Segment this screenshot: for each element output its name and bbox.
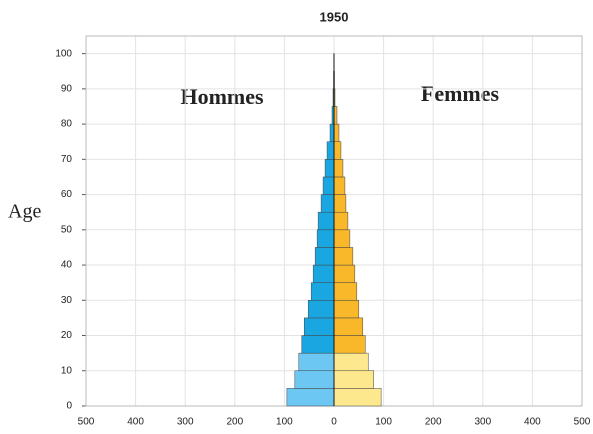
bar (301, 335, 335, 354)
bar (298, 352, 335, 372)
y-tick-label: 30 (61, 295, 73, 306)
bar (314, 247, 335, 266)
bar (286, 388, 335, 407)
bar (333, 123, 340, 142)
y-tick-label: 70 (61, 154, 73, 165)
annotation: Hommes (180, 84, 264, 109)
bar (320, 194, 335, 213)
bar (317, 211, 335, 231)
bar (333, 352, 369, 372)
x-tick-label: 100 (276, 417, 293, 428)
x-tick-label: 400 (127, 417, 144, 428)
bar (333, 194, 347, 213)
y-axis-label: Age (8, 201, 41, 223)
x-tick-label: 100 (375, 417, 392, 428)
y-tick-label: 50 (61, 224, 73, 235)
x-tick-label: 200 (425, 417, 442, 428)
bar (333, 229, 351, 248)
bar (307, 300, 335, 319)
y-tick-label: 100 (55, 48, 72, 59)
bar (333, 317, 364, 336)
x-tick-label: 400 (524, 417, 541, 428)
y-tick-label: 10 (61, 365, 73, 376)
bar (333, 300, 360, 319)
annotation: Femmes (421, 81, 500, 106)
bar (333, 335, 366, 354)
bar (322, 176, 335, 195)
bar (303, 317, 335, 336)
y-tick-label: 80 (61, 119, 73, 130)
bar (333, 264, 356, 283)
x-tick-label: 200 (226, 417, 243, 428)
x-tick-label: 300 (177, 417, 194, 428)
y-tick-label: 0 (66, 401, 72, 412)
bar (333, 176, 346, 195)
y-tick-label: 60 (61, 189, 73, 200)
bar (312, 264, 335, 283)
y-tick-label: 90 (61, 83, 73, 94)
bar (329, 123, 335, 142)
bar (316, 229, 335, 248)
bar (333, 141, 342, 160)
chart-title: 1950 (320, 9, 349, 24)
bar (310, 282, 335, 301)
y-tick-label: 40 (61, 260, 73, 271)
bar (333, 159, 344, 178)
y-tick-label: 20 (61, 330, 73, 341)
bar (326, 141, 335, 160)
bar (333, 211, 349, 231)
x-tick-label: 500 (574, 417, 591, 428)
x-tick-label: 300 (474, 417, 491, 428)
x-tick-label: 500 (78, 417, 95, 428)
bar (333, 247, 354, 266)
bar (333, 370, 374, 389)
bar (333, 282, 358, 301)
bar (294, 370, 335, 389)
bar (324, 159, 335, 178)
bar (333, 388, 382, 407)
x-tick-label: 0 (331, 417, 337, 428)
